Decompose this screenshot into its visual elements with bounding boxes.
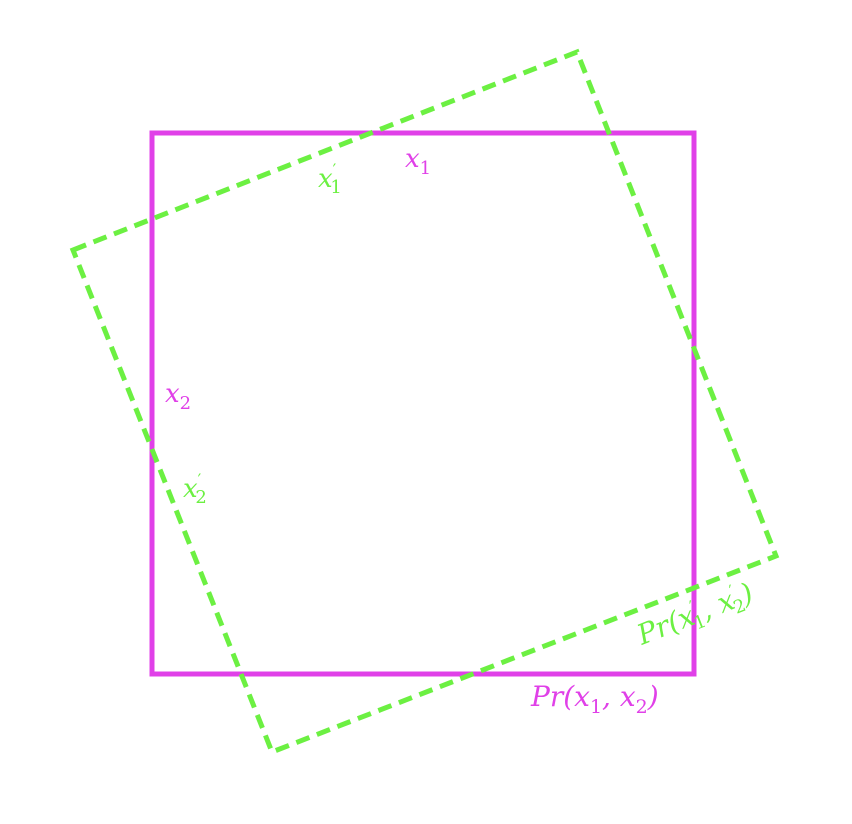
label-x1: x1: [405, 144, 431, 179]
label-pr-x1-x2: Pr(x1, x2): [530, 680, 659, 718]
label-x2: x2: [165, 379, 191, 414]
rotated-frame-square: [69, 48, 780, 756]
original-frame-square: [149, 130, 697, 677]
label-x2-prime: x′ 2: [183, 470, 207, 508]
label-x1-prime: x′ 1: [318, 160, 342, 198]
